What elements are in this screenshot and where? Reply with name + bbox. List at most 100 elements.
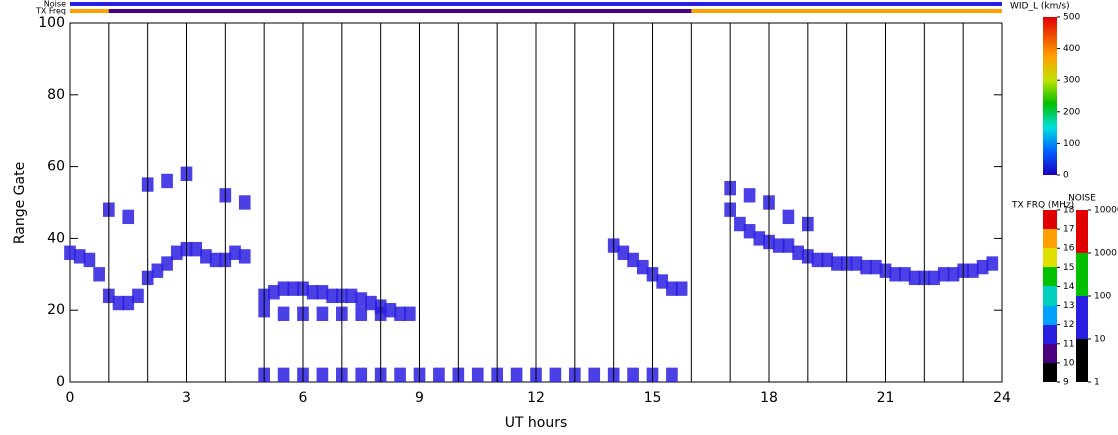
noise-label: Noise — [44, 0, 66, 9]
echo-cell — [928, 270, 940, 286]
colorbar-tick-label: 1000 — [1094, 249, 1117, 259]
echo-cell — [316, 306, 329, 321]
wid-colorbar — [1043, 17, 1057, 175]
echo-cell — [316, 367, 329, 382]
colorbar-tick-label: 400 — [1063, 44, 1080, 54]
colorbar-tick-label: 10000 — [1094, 206, 1118, 216]
echo-cell — [588, 367, 601, 382]
x-tick-label: 6 — [299, 390, 308, 406]
y-tick-label: 40 — [47, 230, 65, 246]
x-tick-label: 3 — [182, 390, 191, 406]
echo-cell — [792, 245, 804, 260]
echo-cell — [627, 252, 639, 268]
x-tick-label: 0 — [66, 390, 75, 406]
echo-cell — [151, 263, 164, 278]
colorbar-tick-label: 18 — [1063, 206, 1075, 216]
colorbar-tick-label: 10 — [1063, 358, 1075, 368]
txfrq-colorbar — [1043, 210, 1057, 382]
echo-cell — [675, 281, 688, 296]
echo-cell — [850, 256, 863, 271]
echo-cell — [899, 267, 911, 282]
x-tick-label: 24 — [993, 390, 1011, 406]
echo-cell — [549, 367, 562, 382]
echo-cell — [287, 281, 300, 296]
echo-cell — [170, 245, 183, 260]
echo-cell — [73, 249, 86, 264]
colorbar-tick-label: 500 — [1063, 13, 1080, 23]
tx-low-segment — [108, 9, 692, 13]
echo-cell — [889, 267, 902, 282]
colorbar-tick-label: 13 — [1063, 301, 1074, 311]
echo-cell — [190, 241, 203, 257]
colorbar-tick-label: 10 — [1094, 335, 1106, 345]
echo-cell — [433, 367, 445, 382]
txfreq-label: TX Freq — [35, 7, 66, 16]
colorbar-tick-label: 100 — [1063, 139, 1080, 149]
y-tick-label: 20 — [47, 302, 65, 318]
echo-cell — [277, 306, 290, 321]
y-tick-label: 60 — [47, 159, 65, 175]
echo-cell — [355, 367, 368, 382]
echo-cell — [64, 245, 76, 260]
echo-cell — [471, 367, 484, 382]
colorbar-label: TX FRQ (MHz) — [1011, 201, 1074, 211]
echo-cell — [161, 173, 173, 189]
colorbar-tick-label: 100 — [1094, 292, 1111, 302]
echo-cell — [811, 252, 824, 268]
echo-cell — [734, 216, 746, 232]
echo-cell — [821, 252, 834, 268]
echo-cell — [161, 256, 173, 271]
echo-cell — [510, 367, 523, 382]
echo-cell — [355, 306, 368, 321]
colorbar-label: WID_L (km/s) — [1010, 2, 1070, 12]
echo-cell — [908, 270, 921, 286]
y-tick-label: 80 — [47, 87, 65, 103]
x-tick-label: 9 — [415, 390, 424, 406]
echo-cell — [743, 224, 756, 239]
echo-cell — [132, 288, 144, 304]
echo-cell — [976, 259, 989, 275]
echo-cell — [967, 263, 979, 278]
x-tick-label: 21 — [877, 390, 895, 406]
echo-cell — [238, 195, 251, 210]
echo-cell — [277, 281, 290, 296]
y-tick-label: 0 — [56, 374, 65, 390]
colorbar-tick-label: 200 — [1063, 107, 1080, 117]
echo-cell — [394, 306, 406, 321]
y-tick-label: 100 — [38, 15, 65, 31]
echo-cell — [355, 292, 368, 307]
echo-cell — [277, 367, 290, 382]
y-label: Range Gate — [12, 162, 28, 244]
colorbar-tick-label: 9 — [1063, 378, 1069, 388]
echo-cell — [122, 295, 135, 311]
echo-cell — [831, 256, 843, 271]
echo-cell — [743, 188, 756, 203]
echo-cell — [394, 367, 406, 382]
echo-cell — [238, 249, 251, 264]
colorbar-tick-label: 0 — [1063, 171, 1069, 181]
echo-cell — [772, 238, 785, 253]
colorbar-tick-label: 16 — [1063, 244, 1075, 254]
colorbar-label: NOISE — [1068, 194, 1096, 204]
echo-cell — [122, 209, 135, 225]
echo-cell — [268, 285, 280, 300]
echo-cell — [753, 231, 766, 246]
echo-cell — [200, 249, 212, 264]
echo-cell — [306, 285, 319, 300]
echo-cell — [112, 295, 125, 311]
echo-cell — [666, 367, 678, 382]
echo-cell — [403, 306, 416, 321]
x-tick-label: 12 — [527, 390, 545, 406]
colorbar-tick-label: 300 — [1063, 76, 1080, 86]
echo-cell — [209, 252, 222, 268]
echo-cell — [947, 267, 960, 282]
echo-cell — [869, 259, 882, 275]
echo-cell — [627, 367, 639, 382]
x-label: UT hours — [505, 415, 568, 431]
echo-cell — [937, 267, 950, 282]
colorbar-tick-label: 1 — [1094, 378, 1100, 388]
x-tick-label: 18 — [760, 390, 778, 406]
colorbar-tick-label: 12 — [1063, 320, 1074, 330]
echo-cell — [617, 245, 630, 260]
